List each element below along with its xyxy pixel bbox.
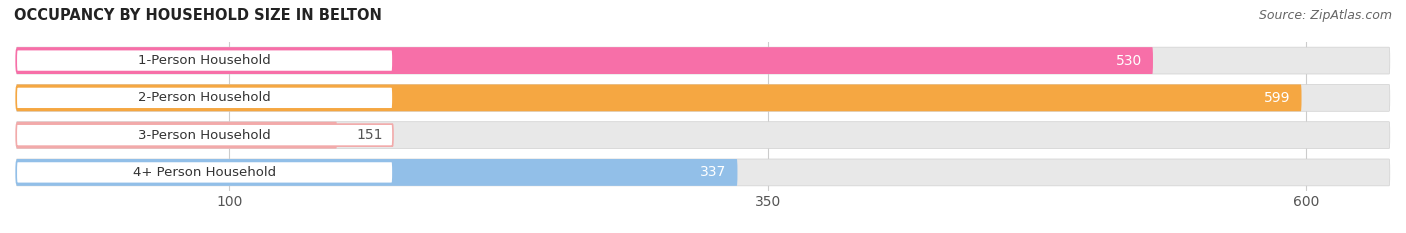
FancyBboxPatch shape bbox=[17, 50, 394, 72]
Text: 337: 337 bbox=[700, 165, 727, 179]
FancyBboxPatch shape bbox=[17, 159, 738, 186]
Text: 1-Person Household: 1-Person Household bbox=[138, 54, 271, 67]
Text: 2-Person Household: 2-Person Household bbox=[138, 91, 271, 104]
FancyBboxPatch shape bbox=[17, 124, 394, 146]
FancyBboxPatch shape bbox=[17, 122, 337, 149]
FancyBboxPatch shape bbox=[17, 159, 1389, 186]
Text: OCCUPANCY BY HOUSEHOLD SIZE IN BELTON: OCCUPANCY BY HOUSEHOLD SIZE IN BELTON bbox=[14, 7, 382, 23]
FancyBboxPatch shape bbox=[17, 84, 1302, 111]
Text: 4+ Person Household: 4+ Person Household bbox=[134, 166, 276, 179]
Text: 599: 599 bbox=[1264, 91, 1291, 105]
Text: 151: 151 bbox=[356, 128, 382, 142]
FancyBboxPatch shape bbox=[17, 122, 1389, 149]
FancyBboxPatch shape bbox=[17, 84, 1389, 111]
FancyBboxPatch shape bbox=[17, 47, 1389, 74]
Text: Source: ZipAtlas.com: Source: ZipAtlas.com bbox=[1258, 9, 1392, 22]
Text: 530: 530 bbox=[1116, 54, 1142, 68]
FancyBboxPatch shape bbox=[17, 161, 394, 183]
FancyBboxPatch shape bbox=[17, 87, 394, 109]
Text: 3-Person Household: 3-Person Household bbox=[138, 129, 271, 142]
FancyBboxPatch shape bbox=[17, 47, 1153, 74]
